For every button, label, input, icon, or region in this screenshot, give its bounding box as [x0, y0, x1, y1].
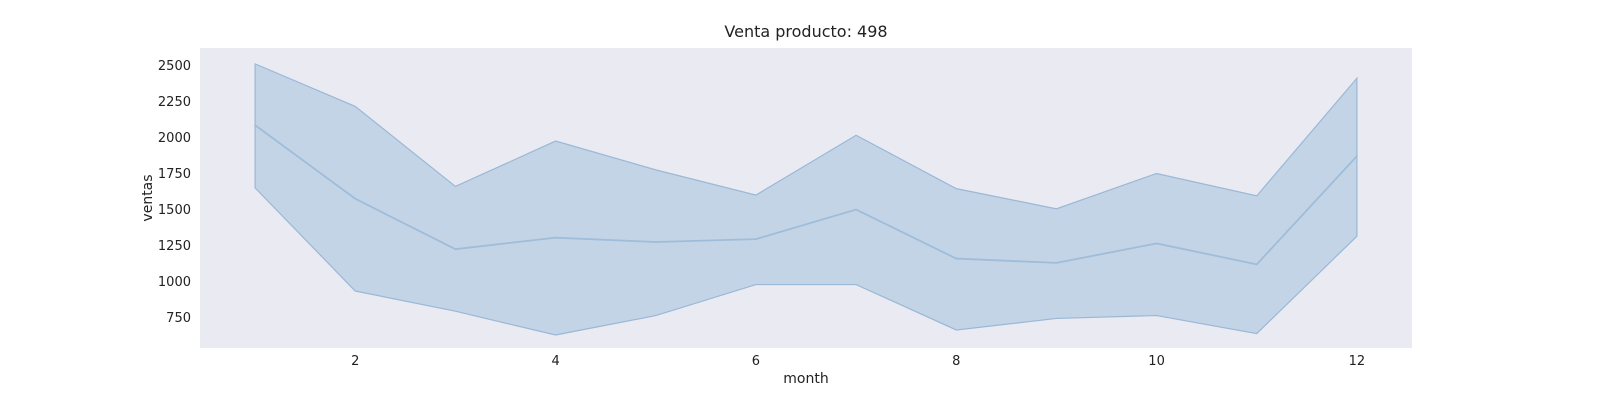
y-tick-label: 1250 — [158, 239, 191, 254]
data-point — [554, 236, 557, 239]
x-tick-label: 2 — [351, 354, 359, 369]
x-tick-label: 10 — [1148, 354, 1165, 369]
data-point — [1255, 263, 1258, 266]
data-point — [755, 238, 757, 241]
chart-title: Venta producto: 498 — [724, 22, 888, 41]
x-tick-label: 4 — [551, 354, 559, 369]
data-point — [454, 248, 457, 251]
series-line-layer — [254, 124, 1358, 266]
y-tick-label: 1500 — [158, 203, 191, 218]
confidence-band-layer — [254, 62, 1358, 336]
y-tick-label: 750 — [166, 311, 191, 326]
data-point — [354, 197, 357, 200]
y-tick-label: 1750 — [158, 167, 191, 182]
data-point — [1155, 242, 1158, 245]
x-tick-label: 12 — [1349, 354, 1366, 369]
y-tick-label: 2000 — [158, 131, 191, 146]
data-point — [955, 257, 958, 260]
x-tick-label: 6 — [752, 354, 760, 369]
y-tick-labels: 750 1000 1250 1500 1750 2000 2250 2500 — [158, 59, 191, 326]
data-point — [855, 208, 857, 211]
data-point — [654, 241, 657, 243]
y-axis-label: ventas — [140, 174, 156, 221]
confidence-band — [254, 62, 1358, 336]
data-point — [254, 124, 256, 127]
data-point — [1055, 262, 1058, 264]
y-tick-label: 1000 — [158, 275, 191, 290]
series-line — [254, 124, 1358, 266]
y-tick-label: 2500 — [158, 59, 191, 74]
x-tick-label: 8 — [952, 354, 960, 369]
x-axis-label: month — [783, 371, 828, 387]
x-tick-labels: 2 4 6 8 10 12 — [351, 354, 1365, 369]
y-tick-label: 2250 — [158, 95, 191, 110]
data-point — [1356, 155, 1358, 158]
